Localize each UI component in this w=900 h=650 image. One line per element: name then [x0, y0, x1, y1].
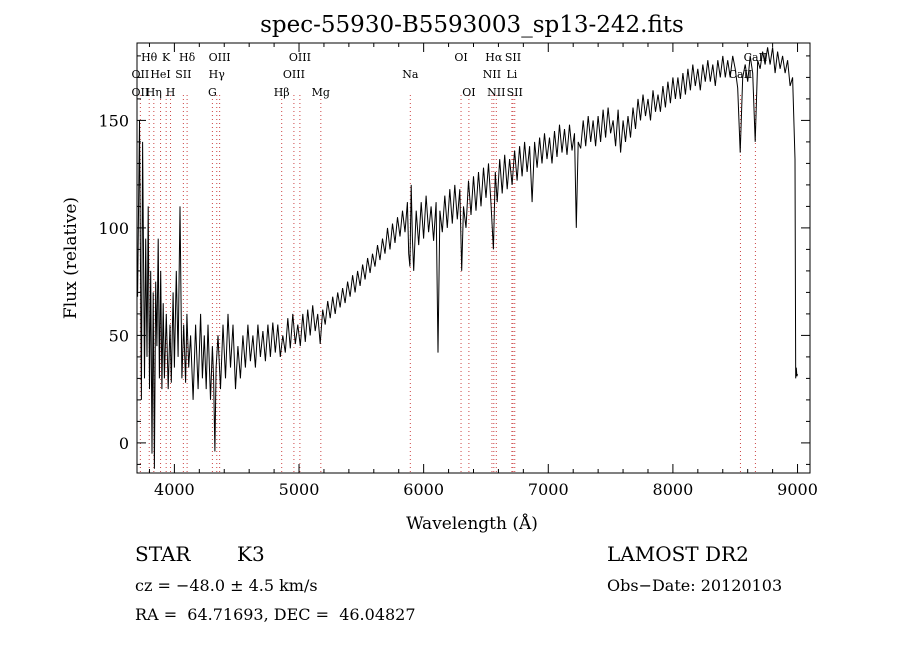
line-label: Mg — [312, 86, 330, 99]
line-label: Hθ — [141, 51, 158, 64]
chart-title: spec-55930-B5593003_sp13-242.fits — [260, 12, 684, 38]
x-tick-label: 4000 — [154, 480, 195, 499]
redshift-readout: cz = −48.0 ± 4.5 km/s — [135, 576, 318, 595]
x-tick-label: 7000 — [528, 480, 569, 499]
x-axis-label: Wavelength (Å) — [406, 513, 538, 534]
line-label: G — [208, 86, 217, 99]
line-label: Hδ — [179, 51, 196, 64]
object-subclass: K3 — [237, 542, 265, 566]
line-label: OIII — [283, 68, 305, 81]
line-label: Li — [506, 68, 517, 81]
line-label: Hα — [485, 51, 503, 64]
line-label: SII — [175, 68, 191, 81]
y-tick-label: 100 — [98, 219, 129, 238]
line-label: SII — [505, 51, 521, 64]
x-tick-label: 5000 — [279, 480, 320, 499]
line-label: NII — [487, 86, 505, 99]
line-label: HeI — [150, 68, 170, 81]
plot-frame — [136, 42, 811, 474]
line-label: SII — [507, 86, 523, 99]
x-tick-label: 6000 — [403, 480, 444, 499]
y-tick-label: 50 — [109, 326, 129, 345]
line-label: Na — [402, 68, 419, 81]
line-label: OIII — [209, 51, 231, 64]
x-tick-label: 8000 — [653, 480, 694, 499]
line-label: OII — [132, 86, 150, 99]
obs-date: Obs−Date: 20120103 — [607, 576, 783, 595]
line-label: Hβ — [274, 86, 290, 99]
object-class: STAR — [135, 542, 191, 566]
plot-area: 4000 5000 6000 7000 8000 9000 0 50 100 150 Hθ K Hδ OI… — [98, 42, 818, 499]
line-label: Hη — [146, 86, 162, 99]
line-label: OI — [462, 86, 475, 99]
spectrum-line — [137, 47, 798, 469]
y-axis-label: Flux (relative) — [61, 197, 81, 319]
line-label: K — [162, 51, 171, 64]
y-tick-label: 150 — [98, 111, 129, 130]
x-tick-label: 9000 — [777, 480, 818, 499]
line-label: OIII — [289, 51, 311, 64]
y-tick-label: 0 — [119, 434, 129, 453]
line-label: H — [166, 86, 176, 99]
survey-name: LAMOST DR2 — [607, 542, 749, 566]
line-label: CaII — [744, 51, 768, 64]
line-label: OII — [132, 68, 150, 81]
line-label: CaII — [729, 68, 753, 81]
line-label: NII — [483, 68, 501, 81]
coordinates: RA = 64.71693, DEC = 46.04827 — [135, 605, 416, 624]
line-label: Hγ — [209, 68, 226, 81]
line-label: OI — [454, 51, 467, 64]
